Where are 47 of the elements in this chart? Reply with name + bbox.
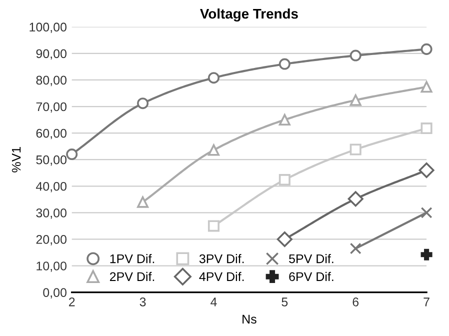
y-tick-label: 10,00 bbox=[36, 262, 66, 272]
y-tick-label: 100,00 bbox=[30, 22, 66, 34]
x-axis-title: Ns bbox=[242, 314, 256, 324]
point bbox=[420, 248, 432, 260]
y-tick-label: 70,00 bbox=[36, 102, 66, 113]
point bbox=[278, 174, 290, 186]
legend-label: 4PV Dif. bbox=[199, 272, 244, 281]
point bbox=[350, 50, 362, 62]
chart-title: Voltage Trends bbox=[200, 8, 298, 22]
point bbox=[350, 94, 362, 106]
legend-label: 1PV Dif. bbox=[110, 254, 154, 264]
point bbox=[350, 144, 362, 156]
point bbox=[350, 242, 362, 254]
point bbox=[137, 196, 149, 208]
legend-label: 6PV Dif. bbox=[289, 272, 334, 282]
point bbox=[66, 148, 78, 160]
y-tick-label: 60,00 bbox=[36, 128, 66, 140]
x-tick-label: 3 bbox=[140, 298, 146, 306]
point bbox=[208, 220, 220, 232]
point bbox=[208, 144, 220, 156]
y-tick-label: 90,00 bbox=[36, 49, 66, 60]
y-axis-title: %V1 bbox=[12, 147, 21, 172]
x-tick-label: 5 bbox=[282, 298, 288, 306]
y-tick-label: 40,00 bbox=[36, 182, 66, 192]
x-tick-label: 4 bbox=[210, 298, 217, 306]
point bbox=[208, 72, 220, 84]
point bbox=[418, 162, 434, 178]
point bbox=[276, 231, 292, 248]
y-tick-label: 20,00 bbox=[36, 235, 66, 246]
point bbox=[278, 114, 290, 126]
legend-label: 3PV Dif. bbox=[199, 254, 244, 264]
point bbox=[420, 122, 432, 134]
point bbox=[420, 43, 432, 55]
point bbox=[420, 81, 432, 93]
x-tick-label: 6 bbox=[352, 298, 359, 306]
point bbox=[278, 58, 290, 70]
x-tick-label: 2 bbox=[68, 298, 75, 306]
point bbox=[348, 191, 364, 207]
y-tick-label: 50,00 bbox=[36, 155, 66, 166]
y-tick-label: 0,00 bbox=[43, 288, 66, 298]
point bbox=[420, 206, 432, 218]
y-tick-label: 30,00 bbox=[36, 208, 66, 219]
y-tick-label: 80,00 bbox=[36, 76, 66, 86]
point bbox=[137, 98, 149, 110]
legend-label: 2PV Dif. bbox=[110, 272, 154, 281]
x-tick-label: 7 bbox=[424, 298, 430, 306]
legend-label: 5PV Dif. bbox=[289, 254, 334, 264]
